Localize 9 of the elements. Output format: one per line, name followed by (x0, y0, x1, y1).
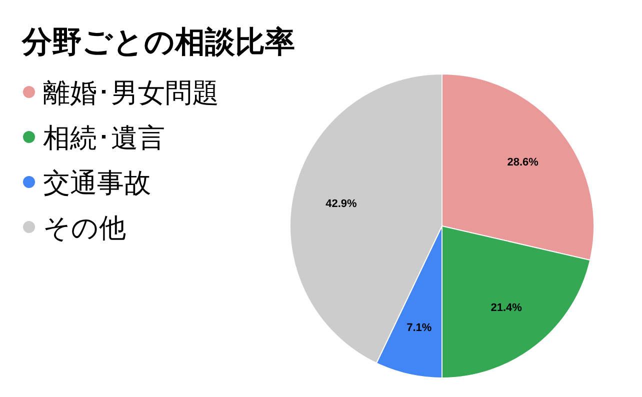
chart-title: 分野ごとの相談比率 (21, 25, 295, 59)
data-label: 7.1% (406, 322, 432, 334)
legend-label: その他 (43, 213, 126, 243)
legend-label: 相続･遺言 (43, 123, 165, 153)
data-label: 28.6% (507, 156, 539, 169)
legend-label: 交通事故 (43, 168, 151, 198)
legend-label: 離婚･男女問題 (43, 78, 219, 108)
data-label: 42.9% (326, 198, 358, 210)
data-label: 21.4% (490, 302, 522, 314)
